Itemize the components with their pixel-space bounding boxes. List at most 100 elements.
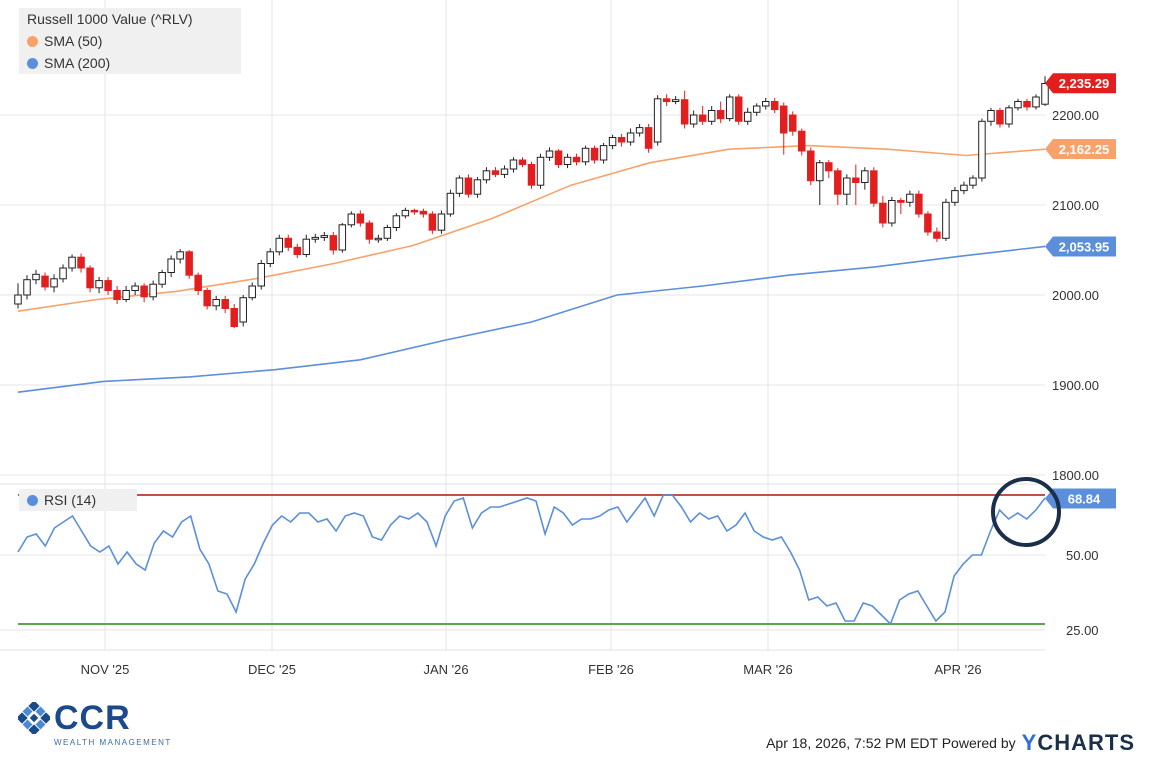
x-tick-label: APR '26 — [934, 662, 981, 677]
candle — [761, 97, 770, 110]
candle-body — [590, 147, 599, 161]
rsi-tag: 68.84 — [1045, 488, 1116, 509]
candle-body — [401, 209, 410, 217]
candle-body — [491, 170, 500, 175]
footer-timestamp: Apr 18, 2026, 7:52 PM EDT Powered by — [766, 735, 1016, 751]
price-legend: Russell 1000 Value (^RLV) SMA (50) SMA (… — [19, 8, 241, 74]
candle — [446, 189, 455, 217]
candle — [500, 165, 509, 178]
value-tags: 2,235.29 2,162.25 2,053.95 68.84 — [1045, 73, 1116, 509]
sma200-tag: 2,053.95 — [1045, 236, 1116, 257]
legend-title-text: Russell 1000 Value (^RLV) — [27, 11, 193, 27]
candle-body — [789, 114, 797, 132]
candle-body — [870, 170, 878, 204]
candle — [113, 286, 121, 304]
sma50-tag-text: 2,162.25 — [1059, 142, 1110, 157]
legend-title: Russell 1000 Value (^RLV) — [19, 8, 241, 30]
candle-body — [77, 256, 85, 269]
x-tick-label: MAR '26 — [743, 662, 792, 677]
candle — [879, 196, 887, 228]
candle — [780, 102, 788, 155]
candle — [942, 198, 950, 241]
candle-body — [221, 299, 229, 309]
candle-body — [185, 251, 193, 276]
candle-body — [852, 177, 860, 183]
candle — [969, 175, 977, 189]
ycharts-brand[interactable]: YCHARTS — [1022, 730, 1135, 756]
candle-body — [347, 213, 356, 226]
candle — [1014, 98, 1022, 111]
candle — [951, 187, 959, 206]
candle-body — [951, 190, 959, 203]
candle-body — [608, 137, 617, 147]
candle — [23, 275, 31, 300]
candle-body — [59, 267, 67, 280]
candle — [176, 249, 184, 264]
candle — [626, 128, 635, 146]
candle-body — [239, 297, 247, 323]
candle — [86, 265, 94, 293]
candle-body — [734, 96, 743, 122]
candle-body — [365, 222, 374, 240]
candle-body — [743, 111, 752, 122]
candle — [518, 157, 527, 168]
candle-body — [473, 179, 482, 195]
candle — [906, 190, 914, 207]
candle-body — [725, 96, 734, 120]
rsi-tick-label: 50.00 — [1066, 548, 1099, 563]
candle — [870, 167, 878, 207]
candle-body — [383, 227, 392, 239]
candle — [365, 220, 374, 244]
candles-layer — [14, 76, 1049, 329]
candle — [852, 164, 860, 205]
rsi-tick-label: 25.00 — [1066, 623, 1099, 638]
candle — [798, 128, 806, 156]
candle-body — [140, 285, 148, 298]
candle — [356, 210, 365, 227]
candle — [77, 253, 85, 273]
candle — [437, 210, 446, 234]
candle — [32, 269, 40, 285]
candle — [95, 277, 103, 294]
candle — [221, 295, 229, 313]
candle — [473, 177, 482, 198]
candle — [861, 167, 869, 190]
candle — [482, 167, 491, 184]
candle-body — [996, 110, 1004, 125]
candle — [311, 233, 320, 243]
candle — [915, 190, 923, 218]
candle-body — [41, 275, 49, 288]
candle-body — [1041, 83, 1049, 105]
candle — [230, 304, 238, 329]
candle-body — [680, 99, 689, 125]
y-tick-label: 1800.00 — [1052, 468, 1099, 483]
candle — [608, 134, 617, 150]
candle-body — [780, 105, 788, 134]
legend-sma50[interactable]: SMA (50) — [19, 30, 241, 52]
candle — [825, 160, 833, 178]
footer-attribution: Apr 18, 2026, 7:52 PM EDT Powered by YCH… — [766, 730, 1135, 756]
ycharts-brand-text: CHARTS — [1037, 730, 1135, 755]
candle — [239, 295, 247, 327]
candle-body — [879, 202, 887, 224]
candle — [320, 232, 329, 241]
candle — [653, 95, 662, 146]
candle — [545, 147, 554, 161]
rsi-legend[interactable]: RSI (14) — [19, 489, 137, 511]
candle — [14, 283, 22, 309]
candle-body — [113, 290, 121, 300]
candle-body — [68, 256, 76, 269]
gridlines — [0, 0, 1045, 651]
candle — [266, 248, 274, 268]
candle-body — [698, 114, 707, 122]
candle — [1005, 105, 1013, 128]
candle-body — [716, 110, 725, 120]
candle — [789, 111, 797, 136]
logo-text: CCR — [54, 699, 131, 737]
candle — [725, 94, 734, 122]
sma200-dot-icon — [27, 57, 38, 69]
legend-sma200[interactable]: SMA (200) — [19, 52, 241, 74]
candle — [392, 213, 401, 232]
candle-body — [969, 177, 977, 186]
candle — [707, 106, 716, 125]
